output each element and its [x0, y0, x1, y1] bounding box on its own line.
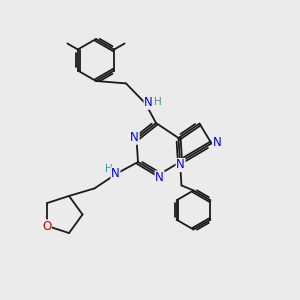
Text: N: N: [130, 131, 139, 144]
Text: H: H: [154, 97, 162, 107]
Text: H: H: [105, 164, 112, 174]
Text: N: N: [176, 158, 185, 172]
Text: N: N: [111, 167, 120, 180]
Text: O: O: [42, 220, 51, 233]
Text: N: N: [144, 96, 153, 109]
Text: N: N: [155, 171, 164, 184]
Text: N: N: [212, 136, 221, 149]
